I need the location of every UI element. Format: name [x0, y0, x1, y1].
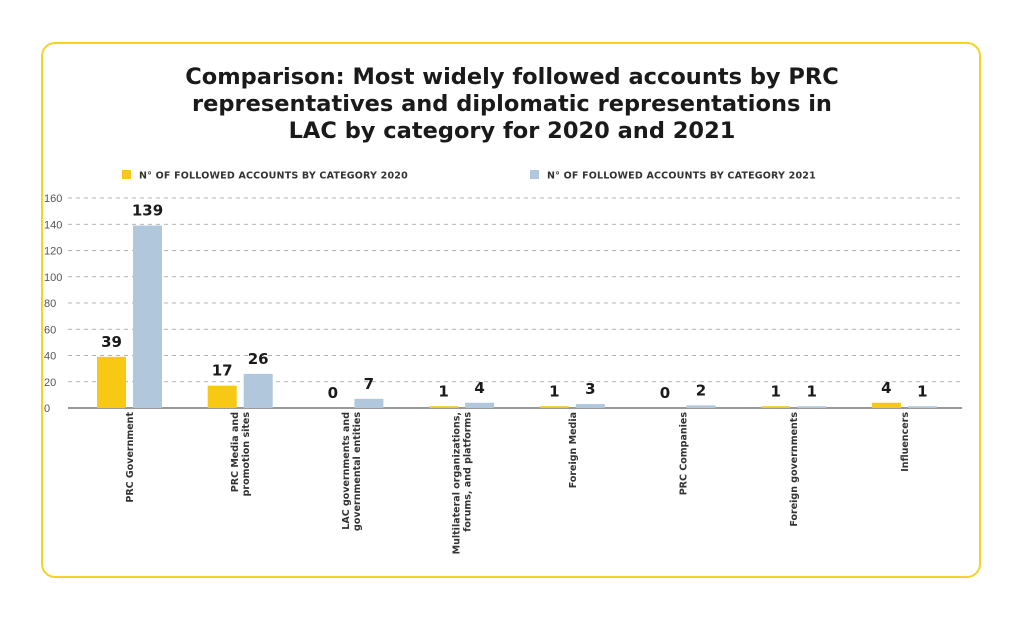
value-label-2020: 4	[881, 379, 891, 397]
value-label-2020: 1	[549, 383, 559, 401]
legend-label-2020: N° OF FOLLOWED ACCOUNTS BY CATEGORY 2020	[139, 171, 408, 182]
bar-2021	[243, 373, 273, 408]
category-label: Influencers	[900, 412, 911, 472]
value-label-2021: 1	[806, 383, 816, 401]
category-label: Multilateral organizations,forums, and p…	[452, 412, 474, 555]
y-tick-label: 160	[44, 193, 62, 205]
value-label-2021: 7	[364, 375, 374, 393]
bar-2021	[133, 225, 162, 408]
y-tick-label: 20	[44, 377, 56, 389]
category-label: LAC governments andgovernmental entities	[341, 412, 363, 531]
category-label: PRC Media andpromotion sites	[230, 412, 252, 497]
legend-label-2021: N° OF FOLLOWED ACCOUNTS BY CATEGORY 2021	[547, 171, 816, 182]
category-label: Foreign Media	[568, 412, 579, 488]
y-tick-label: 60	[44, 324, 56, 336]
bar-2020	[97, 356, 126, 408]
value-label-2020: 0	[660, 384, 670, 402]
bar-2021	[797, 406, 827, 408]
value-label-2021: 2	[696, 381, 706, 399]
value-label-2021: 4	[474, 379, 484, 397]
chart-title-line-1: Comparison: Most widely followed account…	[185, 64, 839, 90]
bar-2021	[575, 404, 605, 408]
bar-2020	[539, 406, 569, 408]
category-label: PRC Government	[125, 412, 136, 503]
value-label-2020: 1	[438, 383, 448, 401]
bar-2020	[429, 406, 459, 408]
value-label-2020: 1	[770, 383, 780, 401]
y-tick-label: 80	[44, 298, 56, 310]
bar-2021	[465, 402, 495, 408]
value-label-2021: 139	[132, 202, 163, 220]
chart-title-line-3: LAC by category for 2020 and 2021	[288, 118, 736, 144]
chart-title: Comparison: Most widely followed account…	[0, 64, 1024, 145]
value-label-2021: 26	[248, 350, 269, 368]
value-label-2021: 3	[585, 380, 595, 398]
y-tick-label: 120	[44, 246, 62, 258]
bar-2020	[207, 385, 237, 408]
y-tick-label: 0	[44, 403, 50, 415]
category-label: PRC Companies	[679, 412, 690, 496]
bar-2020	[761, 406, 791, 408]
chart-title-line-2: representatives and diplomatic represent…	[192, 91, 832, 117]
bar-2021	[354, 398, 384, 408]
legend-swatch-2020	[122, 170, 131, 179]
bar-2021	[686, 405, 716, 408]
bar-2020	[871, 402, 901, 408]
bar-2021	[907, 406, 937, 408]
value-label-2020: 17	[212, 362, 233, 380]
legend-swatch-2021	[530, 170, 539, 179]
y-tick-label: 40	[44, 351, 56, 363]
value-label-2020: 0	[328, 384, 338, 402]
category-label: Foreign governments	[789, 412, 800, 527]
y-tick-label: 140	[44, 219, 62, 231]
y-tick-label: 100	[44, 272, 62, 284]
chart-card	[41, 42, 981, 578]
value-label-2020: 39	[101, 333, 122, 351]
value-label-2021: 1	[917, 383, 927, 401]
